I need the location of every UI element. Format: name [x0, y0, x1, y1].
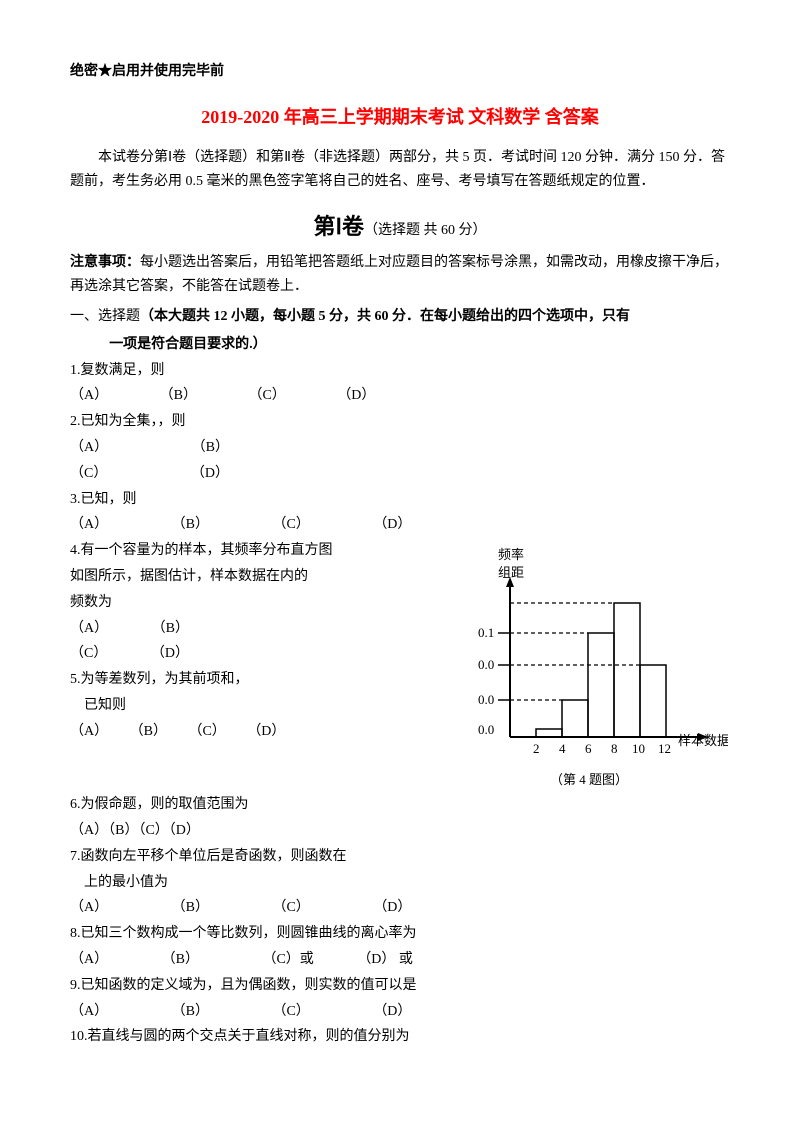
q8-text: 8.已知三个数构成一个等比数列，则圆锥曲线的离心率为: [70, 922, 730, 946]
q7-opt-b: （B）: [172, 896, 209, 920]
q9-opt-d: （D）: [373, 1000, 411, 1024]
q9-text: 9.已知函数的定义域为，且为偶函数，则实数的值可以是: [70, 974, 730, 998]
notice-block: 注意事项：每小题选出答案后，用铅笔把答题纸上对应题目的答案标号涂黑，如需改动，用…: [70, 251, 730, 299]
q9-opt-c: （C）: [272, 1000, 309, 1024]
q2-opt-c: （C）: [70, 462, 107, 486]
q7-line2: 上的最小值为: [70, 871, 730, 895]
xtick-12: 12: [658, 741, 671, 756]
section-header: 一、选择题（本大题共 12 小题，每小题 5 分，共 60 分．在每小题给出的四…: [70, 305, 730, 329]
q4-line2: 如图所示，据图估计，样本数据在内的: [70, 565, 440, 589]
q1-opt-d: （D）: [337, 384, 375, 408]
q4-opt-a: （A）: [70, 617, 108, 641]
xtick-10: 10: [632, 741, 645, 756]
notice-text: 每小题选出答案后，用铅笔把答题纸上对应题目的答案标号涂黑，如需改动，用橡皮擦干净…: [70, 255, 728, 294]
section-line2: 一项是符合题目要求的.）: [70, 333, 730, 357]
q8-options: （A） （B） （C）或 （D） 或: [70, 948, 730, 972]
q6-text: 6.为假命题，则的取值范围为: [70, 793, 730, 817]
q5-options: （A） （B） （C） （D）: [70, 720, 440, 744]
ytick-1: 0.0: [478, 657, 494, 672]
q9-opt-b: （B）: [172, 1000, 209, 1024]
q7-opt-a: （A）: [70, 896, 108, 920]
q1-opt-a: （A）: [70, 384, 108, 408]
q7-opt-c: （C）: [272, 896, 309, 920]
q3-text: 3.已知，则: [70, 488, 730, 512]
part-subtitle: （选择题 共 60 分）: [364, 223, 487, 238]
q3-opt-b: （B）: [172, 513, 209, 537]
xtick-6: 6: [585, 741, 592, 756]
q8-opt-c: （C）或: [262, 948, 313, 972]
q2-opt-a: （A）: [70, 436, 108, 460]
ylabel-2: 组距: [498, 565, 524, 580]
q3-options: （A） （B） （C） （D）: [70, 513, 730, 537]
q6-options: （A）（B）（C）（D）: [70, 819, 730, 843]
q2-options-row1: （A） （B）: [70, 436, 730, 460]
q5-opt-a: （A）: [70, 720, 108, 744]
histogram-svg: 频率 组距 0.1 0.0 0.0 0.0: [448, 537, 728, 767]
part-header: 第Ⅰ卷（选择题 共 60 分）: [70, 208, 730, 245]
q10-text: 10.若直线与圆的两个交点关于直线对称，则的值分别为: [70, 1025, 730, 1049]
q3-opt-c: （C）: [272, 513, 309, 537]
notice-label: 注意事项：: [70, 255, 140, 270]
q8-opt-b: （B）: [162, 948, 199, 972]
xtick-4: 4: [559, 741, 566, 756]
q4-options-row2: （C） （D）: [70, 642, 440, 666]
q8-opt-a: （A）: [70, 948, 108, 972]
q3-opt-a: （A）: [70, 513, 108, 537]
q2-options-row2: （C） （D）: [70, 462, 730, 486]
histogram-chart: 频率 组距 0.1 0.0 0.0 0.0: [448, 537, 728, 767]
q9-opt-a: （A）: [70, 1000, 108, 1024]
q1-opt-c: （C）: [248, 384, 285, 408]
q8-opt-d: （D） 或: [357, 948, 413, 972]
q2-text: 2.已知为全集，，则: [70, 410, 730, 434]
q5-line2: 已知则: [70, 694, 440, 718]
ytick-3: 0.0: [478, 722, 494, 737]
q3-opt-d: （D）: [373, 513, 411, 537]
q5-opt-b: （B）: [130, 720, 167, 744]
q4-line1: 4.有一个容量为的样本，其频率分布直方图: [70, 539, 440, 563]
q5-opt-d: （D）: [247, 720, 285, 744]
chart-caption: （第 4 题图）: [448, 769, 730, 791]
q9-options: （A） （B） （C） （D）: [70, 1000, 730, 1024]
part-number: 第Ⅰ卷: [314, 214, 365, 239]
ytick-0: 0.1: [478, 625, 494, 640]
q4-opt-d: （D）: [151, 642, 189, 666]
ylabel-1: 频率: [498, 547, 524, 562]
q4-line3: 频数为: [70, 591, 440, 615]
xlabel: 样本数据: [678, 733, 728, 748]
q5-line1: 5.为等差数列，为其前项和，: [70, 668, 440, 692]
q2-opt-d: （D）: [191, 462, 229, 486]
q7-options: （A） （B） （C） （D）: [70, 896, 730, 920]
xtick-2: 2: [533, 741, 540, 756]
intro-paragraph: 本试卷分第Ⅰ卷（选择题）和第Ⅱ卷（非选择题）两部分，共 5 页．考试时间 120…: [70, 146, 730, 194]
q1-text: 1.复数满足，则: [70, 359, 730, 383]
q4-options-row1: （A） （B）: [70, 617, 440, 641]
q7-opt-d: （D）: [373, 896, 411, 920]
ytick-2: 0.0: [478, 692, 494, 707]
xtick-8: 8: [611, 741, 618, 756]
q7-line1: 7.函数向左平移个单位后是奇函数，则函数在: [70, 845, 730, 869]
confidential-header: 绝密★启用并使用完毕前: [70, 60, 730, 84]
exam-title: 2019-2020 年高三上学期期末考试 文科数学 含答案: [70, 102, 730, 133]
section-rest: （本大题共 12 小题，每小题 5 分，共 60 分．在每小题给出的四个选项中，…: [140, 309, 630, 324]
q1-options: （A） （B） （C） （D）: [70, 384, 730, 408]
q1-opt-b: （B）: [160, 384, 197, 408]
q4-q5-row: 4.有一个容量为的样本，其频率分布直方图 如图所示，据图估计，样本数据在内的 频…: [70, 537, 730, 791]
q4-opt-b: （B）: [152, 617, 189, 641]
q5-opt-c: （C）: [188, 720, 225, 744]
section-prefix: 一、选择题: [70, 309, 140, 324]
q2-opt-b: （B）: [192, 436, 229, 460]
q4-opt-c: （C）: [70, 642, 107, 666]
